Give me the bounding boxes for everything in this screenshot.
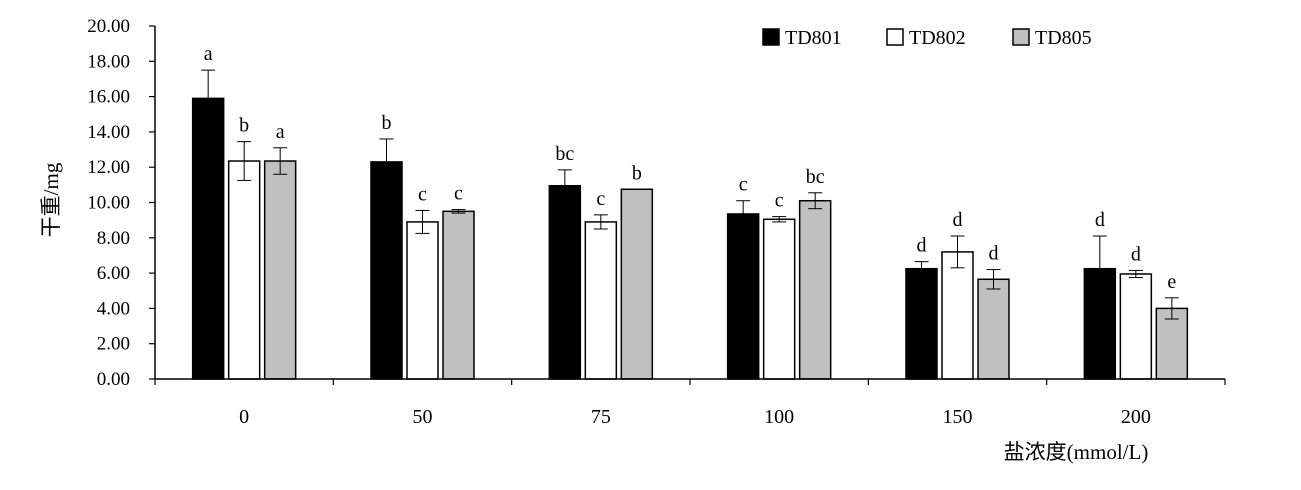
significance-letter: c (739, 174, 748, 196)
error-bar (1164, 297, 1179, 320)
significance-letter: b (239, 115, 249, 137)
legend-label: TD802 (909, 27, 966, 49)
y-tick-label: 20.00 (87, 16, 130, 37)
error-bar (736, 200, 751, 228)
legend-item: TD801 (762, 27, 842, 49)
bar (548, 184, 582, 380)
bar (442, 210, 475, 380)
y-tick-label: 16.00 (87, 87, 130, 108)
y-tick-label: 2.00 (97, 334, 130, 355)
significance-letter: bc (555, 143, 574, 165)
significance-letter: d (1131, 243, 1141, 265)
significance-letter: b (632, 162, 642, 184)
error-bar (772, 216, 787, 223)
legend-swatch (886, 28, 904, 46)
x-tick-label: 75 (591, 406, 611, 428)
error-bar (1092, 235, 1107, 302)
significance-letter: c (418, 183, 427, 205)
significance-letter: b (382, 112, 392, 134)
error-bar (451, 209, 466, 214)
x-tick-label: 100 (764, 406, 794, 428)
significance-letter: c (775, 190, 784, 212)
error-bar (237, 141, 252, 181)
y-tick-label: 4.00 (97, 298, 130, 319)
error-bar (415, 209, 430, 234)
bars-layer (191, 97, 1189, 380)
bar (227, 160, 261, 380)
error-bar (593, 214, 608, 230)
legend-label: TD801 (785, 27, 842, 49)
bar (584, 221, 618, 380)
legend-swatch (762, 28, 780, 46)
bar (941, 251, 974, 380)
error-bar (950, 235, 965, 269)
significance-letter: a (276, 121, 285, 143)
significance-letter: d (917, 235, 927, 257)
significance-letter: c (596, 188, 605, 210)
significance-letter: e (1167, 271, 1176, 293)
error-bar (379, 138, 394, 186)
significance-letter: bc (806, 166, 825, 188)
significance-letter: d (989, 243, 999, 265)
bar (1119, 273, 1153, 380)
x-tick-label: 150 (943, 406, 973, 428)
error-bars-layer (201, 69, 1179, 320)
error-bar (273, 147, 288, 175)
y-tick-label: 6.00 (97, 263, 130, 284)
error-bar (808, 192, 823, 210)
y-axis-title: 干重/mg (39, 162, 63, 237)
legend: TD801 TD802 TD805 (762, 27, 1092, 49)
y-tick-label: 18.00 (87, 51, 130, 72)
error-bar (557, 169, 572, 203)
legend-item: TD805 (1012, 27, 1092, 49)
legend-item: TD802 (886, 27, 966, 49)
y-tick-label: 8.00 (97, 228, 130, 249)
x-tick-label: 200 (1121, 406, 1151, 428)
legend-swatch (1012, 28, 1030, 46)
x-tick-label: 50 (413, 406, 433, 428)
error-bar (986, 269, 1001, 290)
axes-layer: 0.00 2.00 4.00 6.00 8.00 10.00 12.00 14.00 16.00… (87, 16, 1226, 428)
error-bar (201, 69, 216, 128)
significance-letter: c (454, 183, 463, 205)
significance-letter: d (953, 209, 963, 231)
y-tick-label: 12.00 (87, 157, 130, 178)
error-bar (1128, 269, 1143, 279)
bar (370, 161, 403, 380)
y-tick-label: 14.00 (87, 122, 130, 143)
bar (977, 278, 1010, 380)
bar (263, 160, 297, 380)
bar (798, 199, 832, 380)
bar (191, 97, 225, 380)
x-axis-title: 盐浓度(mmol/L) (1004, 440, 1149, 464)
y-tick-label: 10.00 (87, 193, 130, 214)
error-bar (914, 261, 929, 277)
bar (726, 213, 760, 380)
significance-letter: a (204, 43, 213, 65)
legend-label: TD805 (1035, 27, 1092, 49)
bar (406, 221, 439, 380)
x-tick-label: 0 (239, 406, 249, 428)
bar (905, 267, 938, 380)
bar (762, 218, 796, 380)
y-tick-label: 0.00 (97, 369, 130, 390)
significance-letter: d (1095, 209, 1105, 231)
bar (620, 188, 654, 380)
